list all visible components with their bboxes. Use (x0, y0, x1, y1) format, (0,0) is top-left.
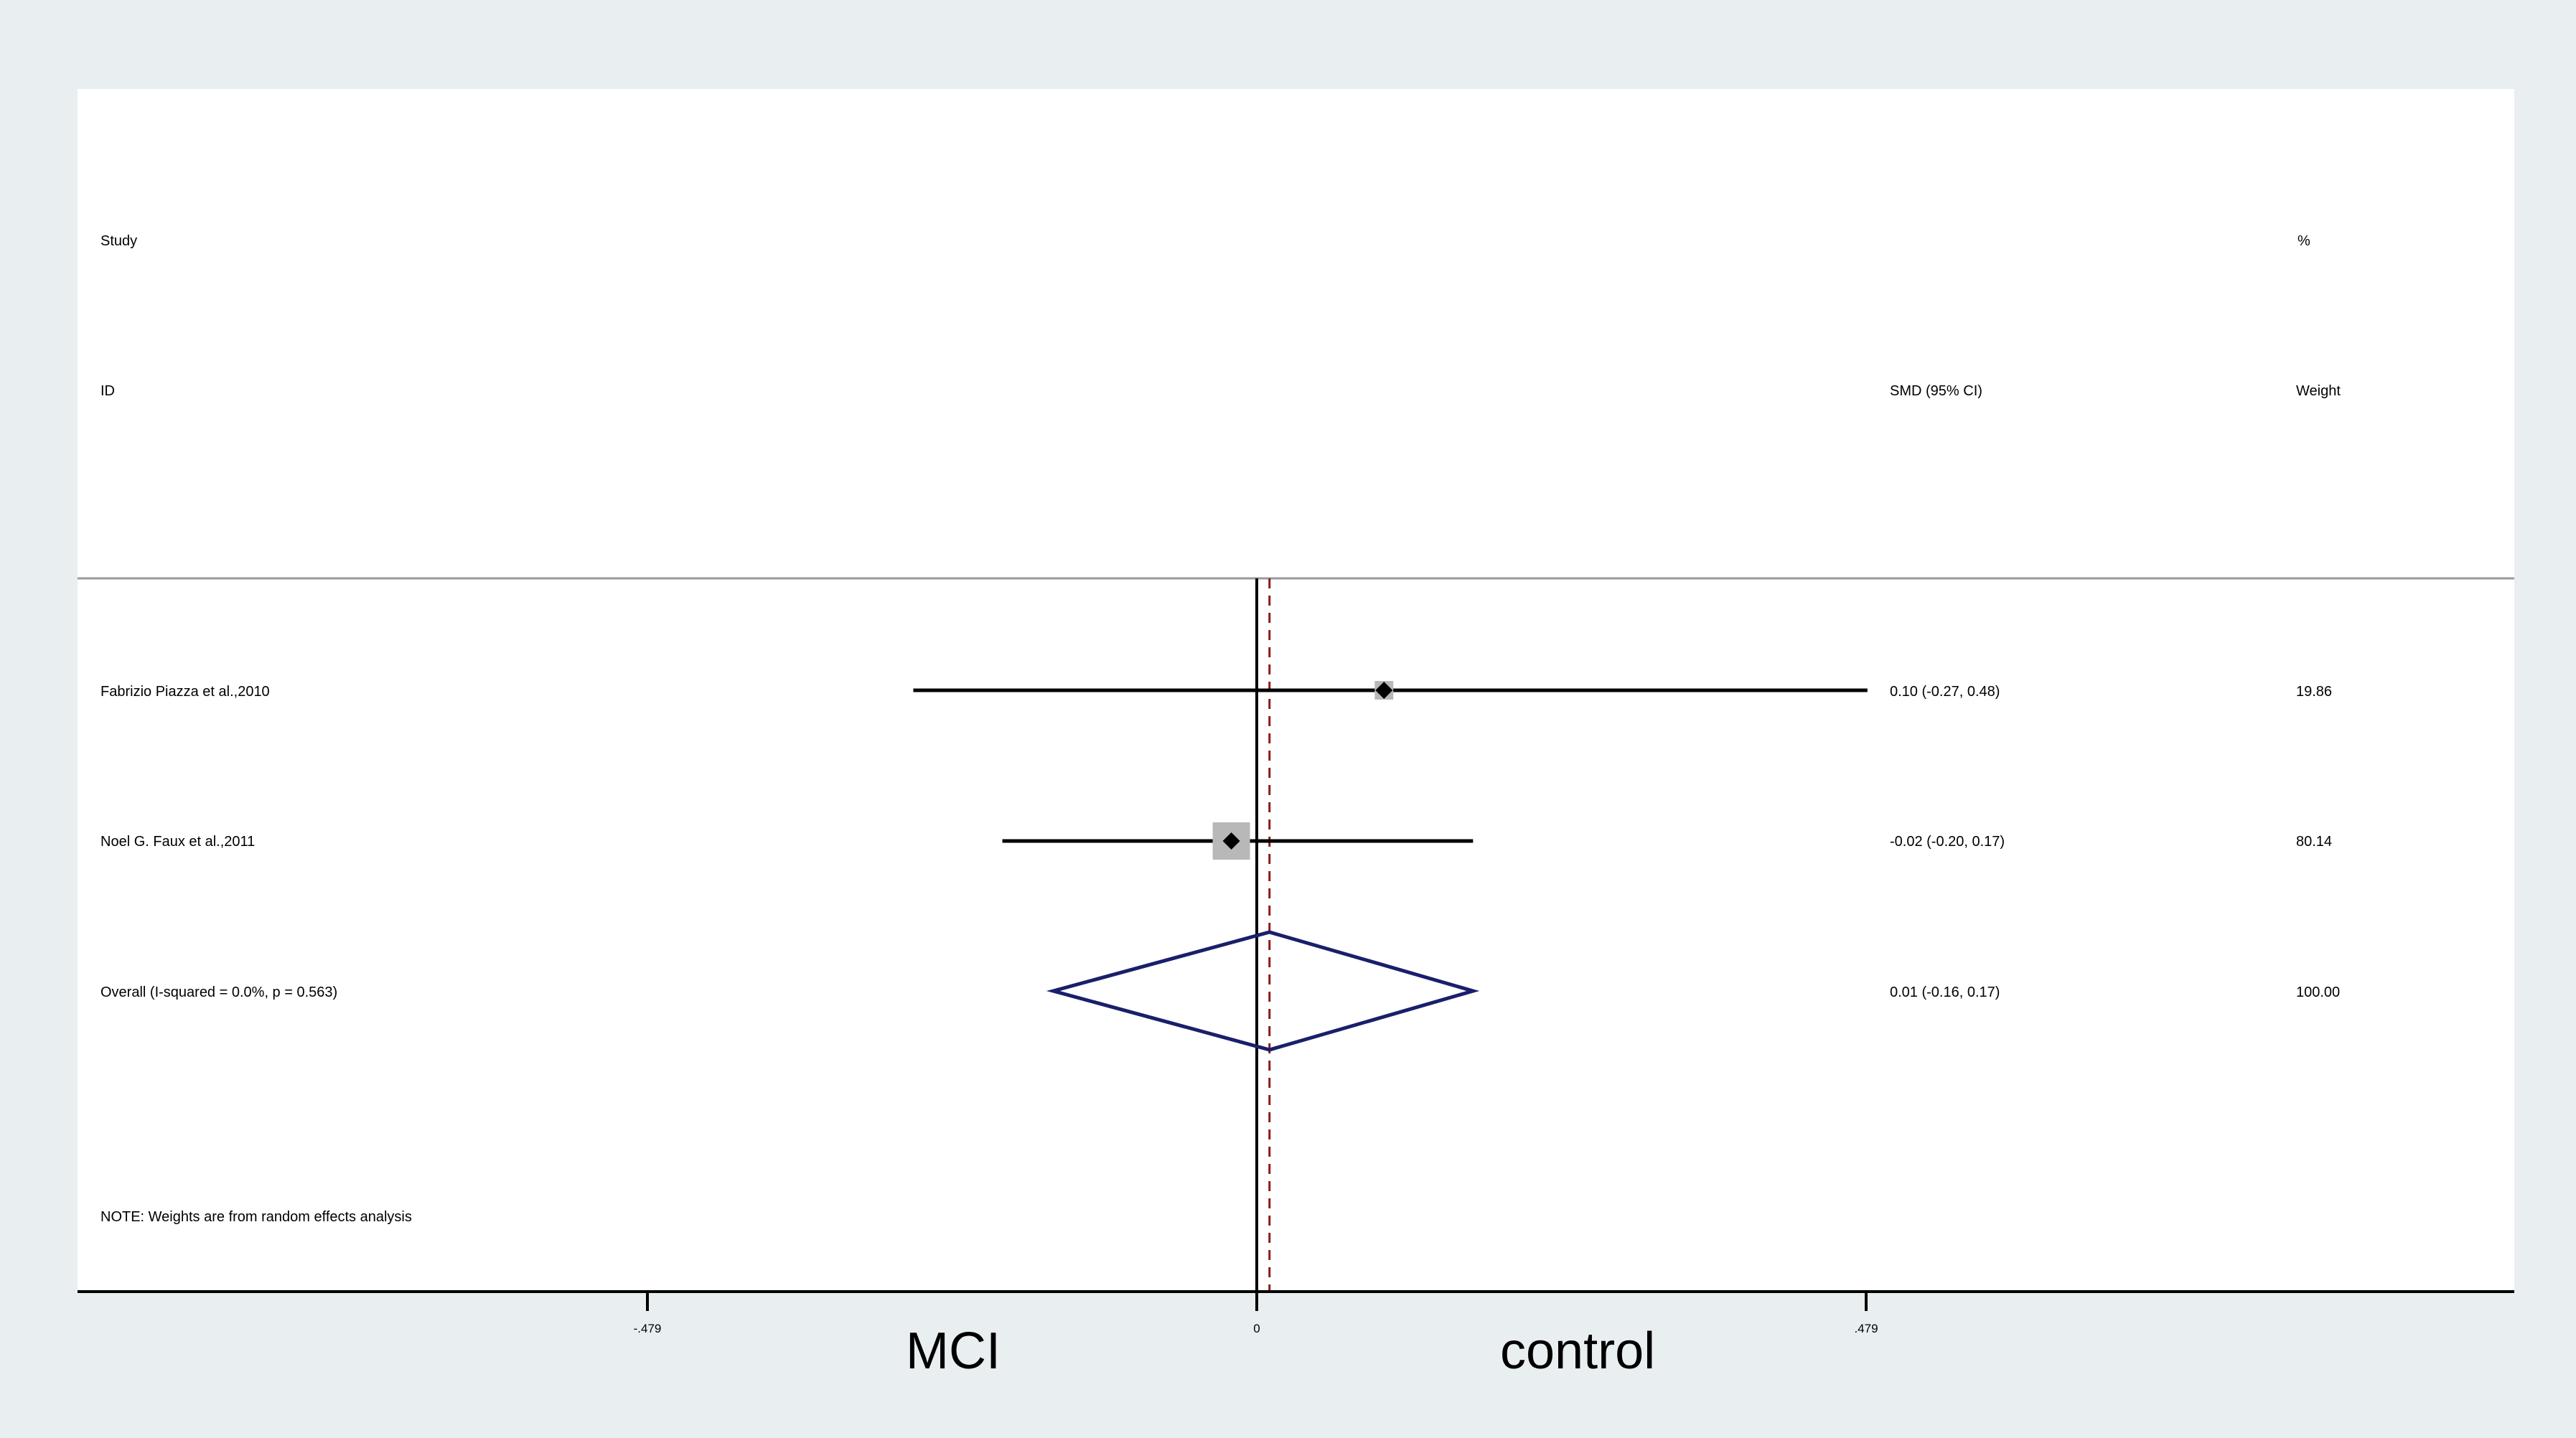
overall-label: Overall (I-squared = 0.0%, p = 0.563) (100, 984, 337, 1000)
overall-weight: 100.00 (2296, 984, 2340, 1000)
control-label: control (1500, 1322, 1655, 1380)
study-weight-1: 19.86 (2296, 684, 2332, 700)
study-smd-1: 0.10 (-0.27, 0.48) (1890, 684, 2000, 700)
study-smd-2: -0.02 (-0.20, 0.17) (1890, 834, 2005, 850)
x-tick-label-2: 0 (1253, 1322, 1260, 1335)
study-weight-2: 80.14 (2296, 834, 2332, 850)
overall-smd: 0.01 (-0.16, 0.17) (1890, 984, 2000, 1000)
study-label-2: Noel G. Faux et al.,2011 (100, 834, 255, 850)
header-id: ID (100, 383, 115, 399)
overall-diamond (1046, 930, 1480, 1052)
point-estimate-1 (1375, 682, 1393, 699)
header-weight: Weight (2296, 383, 2341, 399)
header-study: Study (100, 233, 137, 249)
header-percent: % (2298, 233, 2310, 249)
chart-marks (913, 578, 1868, 1292)
study-label-1: Fabrizio Piazza et al.,2010 (100, 684, 270, 700)
x-tick-label-3: .479 (1854, 1322, 1878, 1335)
point-estimate-2 (1222, 832, 1240, 850)
x-axis-ticks: -.479 0 .479 (634, 1292, 1878, 1335)
header-smd: SMD (95% CI) (1890, 383, 1982, 399)
mci-label: MCI (906, 1322, 1001, 1380)
x-tick-label-1: -.479 (634, 1322, 662, 1335)
note-text: NOTE: Weights are from random effects an… (100, 1209, 412, 1225)
